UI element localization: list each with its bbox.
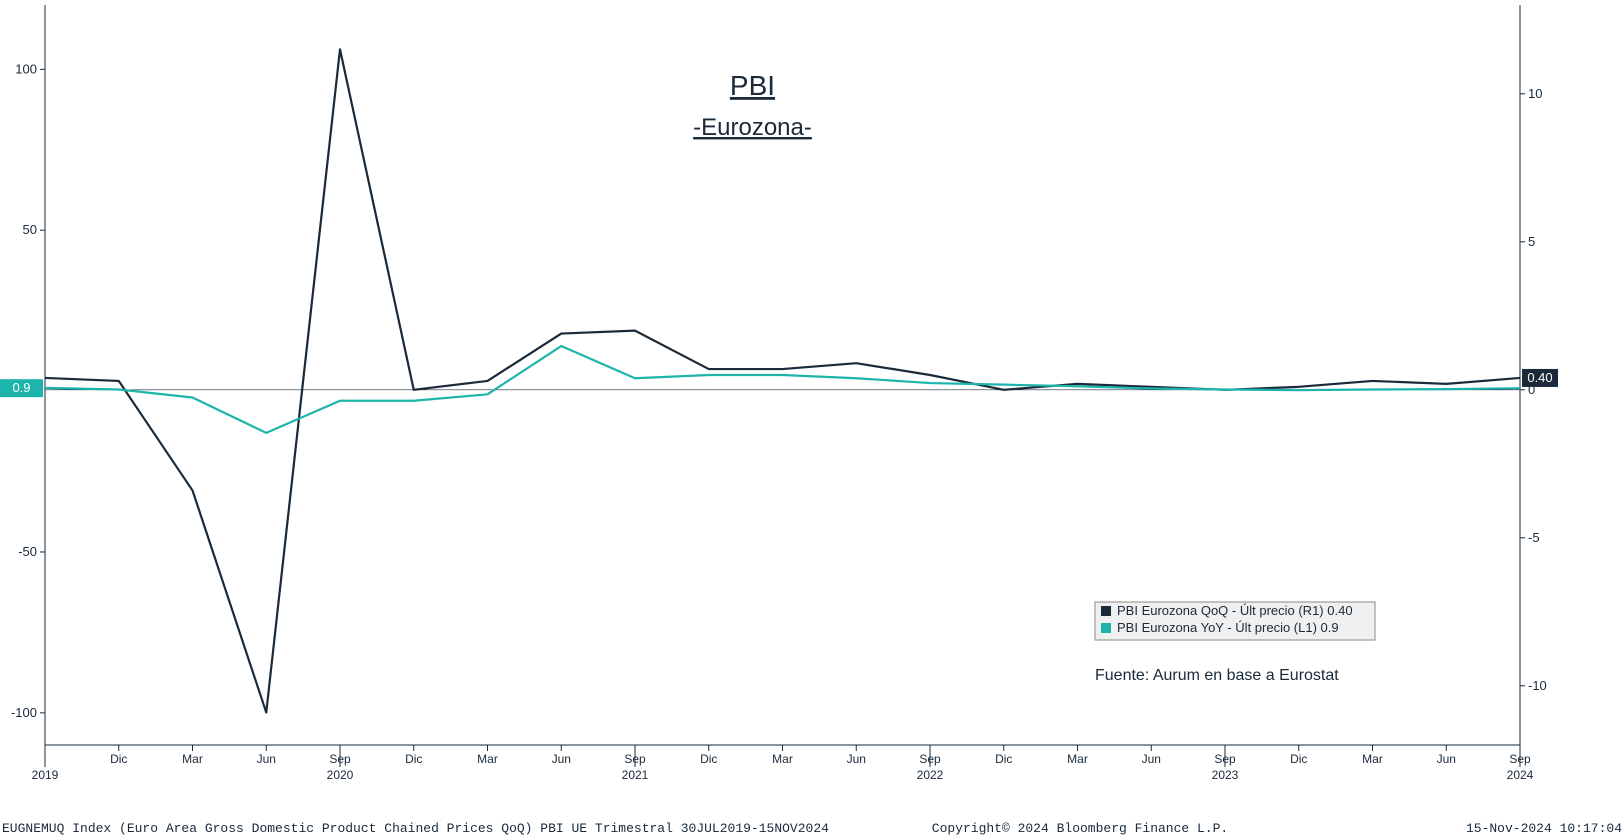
- right-tick-label: -10: [1528, 678, 1547, 693]
- legend-label: PBI Eurozona YoY - Últ precio (L1) 0.9: [1117, 620, 1339, 635]
- x-year-label: 2020: [327, 768, 354, 782]
- x-month-label: Jun: [552, 752, 571, 766]
- left-value-badge-text: 0.9: [12, 380, 30, 395]
- x-year-label: 2023: [1212, 768, 1239, 782]
- x-month-label: Dic: [995, 752, 1012, 766]
- footer-right: 15-Nov-2024 10:17:04: [1466, 821, 1622, 836]
- x-year-label: 2019: [32, 768, 59, 782]
- x-month-label: Jun: [847, 752, 866, 766]
- x-month-label: Mar: [772, 752, 793, 766]
- right-tick-label: -5: [1528, 530, 1540, 545]
- x-month-label: Dic: [405, 752, 422, 766]
- right-tick-label: 10: [1528, 86, 1542, 101]
- left-tick-label: 50: [23, 222, 37, 237]
- left-tick-label: 100: [15, 61, 37, 76]
- chart-title: PBI: [730, 70, 775, 101]
- legend-label: PBI Eurozona QoQ - Últ precio (R1) 0.40: [1117, 603, 1353, 618]
- chart-container: -100-5050100-10-50510DicMarJunSepDicMarJ…: [0, 0, 1624, 840]
- series-line: [45, 346, 1520, 433]
- chart-subtitle: -Eurozona-: [693, 114, 812, 141]
- x-month-label: Mar: [477, 752, 498, 766]
- x-month-label: Dic: [1290, 752, 1307, 766]
- x-month-label: Mar: [182, 752, 203, 766]
- x-month-label: Jun: [1437, 752, 1456, 766]
- x-month-label: Jun: [1142, 752, 1161, 766]
- x-year-label: 2022: [917, 768, 944, 782]
- x-month-label: Dic: [110, 752, 127, 766]
- footer-center: Copyright© 2024 Bloomberg Finance L.P.: [932, 821, 1228, 836]
- footer-left: EUGNEMUQ Index (Euro Area Gross Domestic…: [2, 821, 829, 836]
- chart-svg: -100-5050100-10-50510DicMarJunSepDicMarJ…: [0, 0, 1624, 840]
- legend-swatch: [1101, 606, 1111, 616]
- legend-swatch: [1101, 623, 1111, 633]
- x-month-label: Mar: [1067, 752, 1088, 766]
- x-year-label: 2024: [1507, 768, 1534, 782]
- x-month-label: Dic: [700, 752, 717, 766]
- source-text: Fuente: Aurum en base a Eurostat: [1095, 667, 1339, 684]
- x-month-label: Mar: [1362, 752, 1383, 766]
- left-tick-label: -50: [18, 544, 37, 559]
- x-month-label: Jun: [257, 752, 276, 766]
- right-value-badge-text: 0.40: [1527, 370, 1552, 385]
- right-tick-label: 5: [1528, 234, 1535, 249]
- left-tick-label: -100: [11, 705, 37, 720]
- x-year-label: 2021: [622, 768, 649, 782]
